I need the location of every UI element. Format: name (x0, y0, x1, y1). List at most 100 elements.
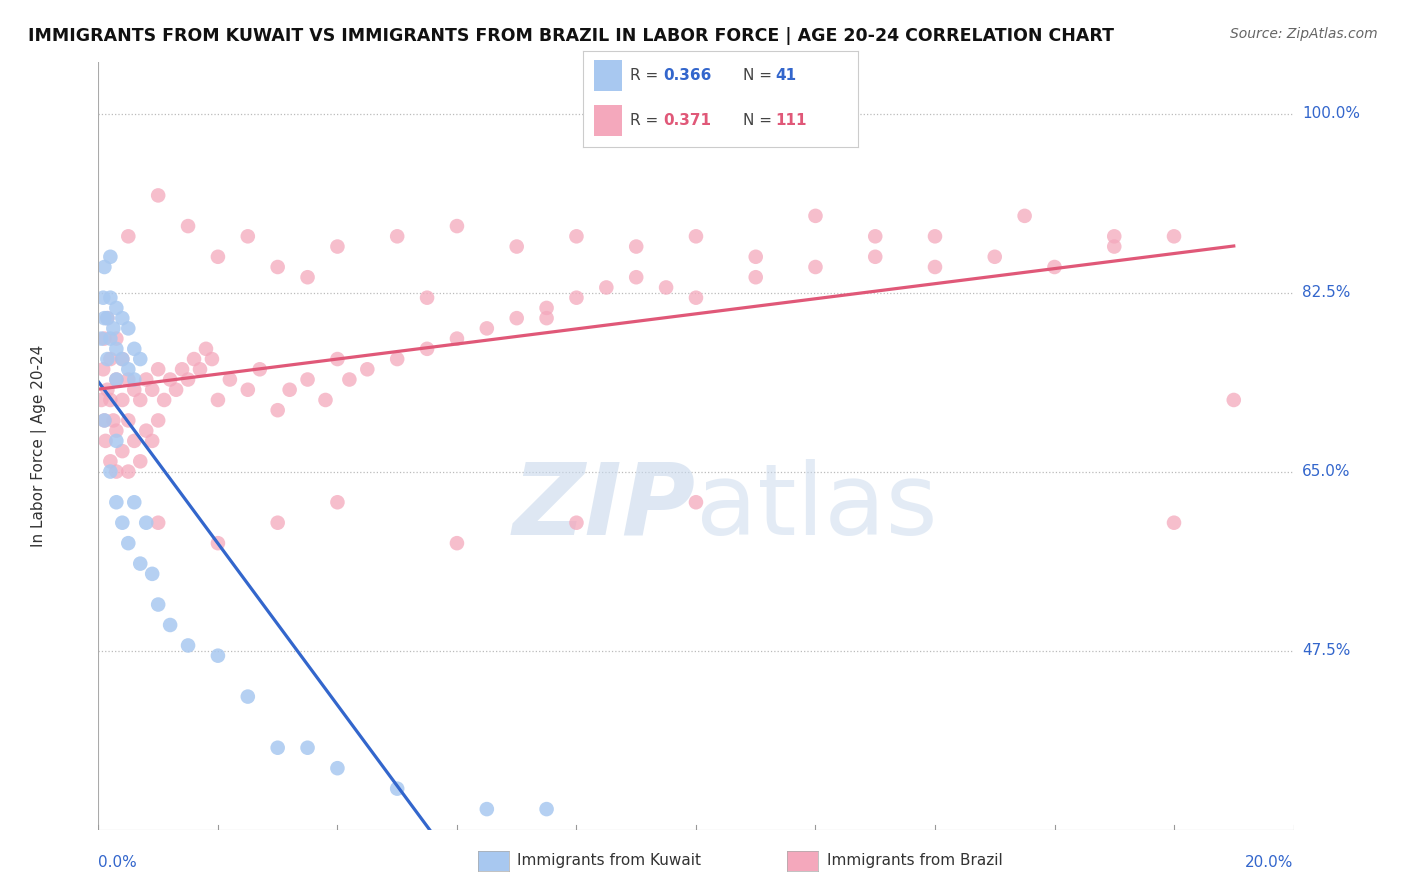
Point (117, 465, 139, 479)
Point (93, 332, 115, 346)
Point (626, 239, 648, 253)
Point (105, 342, 128, 356)
Text: 20.0%: 20.0% (1246, 855, 1294, 870)
Point (236, 229, 259, 244)
Point (267, 740, 290, 755)
Point (129, 454, 152, 468)
Point (326, 761, 349, 775)
Point (1223, 392, 1246, 407)
Text: 0.371: 0.371 (664, 112, 711, 128)
Point (96, 311, 118, 326)
Point (865, 250, 887, 264)
Point (804, 260, 827, 274)
Point (111, 352, 134, 367)
Point (98, 454, 122, 468)
Point (626, 270, 648, 285)
Point (249, 362, 271, 376)
Text: 0.366: 0.366 (664, 69, 711, 83)
Point (506, 239, 529, 253)
Text: 65.0%: 65.0% (1302, 464, 1350, 479)
Point (124, 495, 146, 509)
Point (1163, 229, 1185, 244)
Text: 100.0%: 100.0% (1302, 106, 1360, 121)
Point (117, 413, 139, 427)
Point (96, 311, 118, 326)
Point (93, 260, 115, 274)
Point (105, 434, 128, 448)
Text: N =: N = (742, 112, 776, 128)
Text: N =: N = (742, 69, 776, 83)
Point (105, 372, 128, 386)
Point (141, 383, 163, 397)
Text: Source: ZipAtlas.com: Source: ZipAtlas.com (1230, 27, 1378, 41)
Point (117, 321, 139, 335)
Point (91, 362, 114, 376)
Point (219, 372, 242, 386)
Point (297, 372, 319, 386)
Text: IMMIGRANTS FROM KUWAIT VS IMMIGRANTS FROM BRAZIL IN LABOR FORCE | AGE 20-24 CORR: IMMIGRANTS FROM KUWAIT VS IMMIGRANTS FRO… (28, 27, 1114, 45)
Text: 111: 111 (776, 112, 807, 128)
Point (326, 352, 349, 367)
Point (93, 413, 115, 427)
Point (195, 342, 218, 356)
Point (93, 311, 115, 326)
Point (96, 352, 118, 367)
Point (924, 260, 946, 274)
Point (685, 291, 707, 305)
Point (207, 648, 229, 663)
Point (148, 188, 170, 202)
Point (98, 332, 122, 346)
Point (90, 392, 112, 407)
Point (565, 516, 588, 530)
Point (236, 690, 259, 704)
Point (475, 802, 498, 816)
Point (165, 383, 187, 397)
Point (685, 495, 707, 509)
Point (536, 802, 558, 816)
Point (924, 229, 946, 244)
Point (385, 229, 409, 244)
Point (183, 352, 205, 367)
Text: ZIP: ZIP (513, 458, 696, 556)
Point (111, 352, 134, 367)
Point (595, 280, 617, 294)
Point (129, 557, 152, 571)
Text: 82.5%: 82.5% (1302, 285, 1350, 300)
Point (90, 332, 112, 346)
Point (111, 311, 134, 326)
Point (124, 383, 146, 397)
Point (385, 352, 409, 367)
Point (103, 321, 125, 335)
Point (124, 342, 146, 356)
Point (1043, 260, 1066, 274)
Point (159, 618, 181, 632)
Point (153, 392, 176, 407)
Point (172, 362, 194, 376)
Point (865, 229, 887, 244)
Point (984, 250, 1007, 264)
Point (446, 536, 468, 550)
Point (117, 362, 139, 376)
Point (98, 465, 122, 479)
Point (111, 516, 134, 530)
Point (148, 516, 170, 530)
Point (201, 352, 224, 367)
Point (356, 362, 378, 376)
FancyBboxPatch shape (595, 104, 621, 136)
Point (111, 392, 134, 407)
Point (105, 372, 128, 386)
Point (105, 495, 128, 509)
Point (326, 495, 349, 509)
Point (745, 270, 768, 285)
Point (98, 250, 122, 264)
Point (297, 740, 319, 755)
Point (135, 372, 157, 386)
Point (91, 291, 114, 305)
Point (267, 260, 290, 274)
Point (98, 392, 122, 407)
Point (188, 362, 211, 376)
Text: R =: R = (630, 69, 664, 83)
Point (141, 434, 163, 448)
Point (96, 383, 118, 397)
Point (94, 434, 117, 448)
